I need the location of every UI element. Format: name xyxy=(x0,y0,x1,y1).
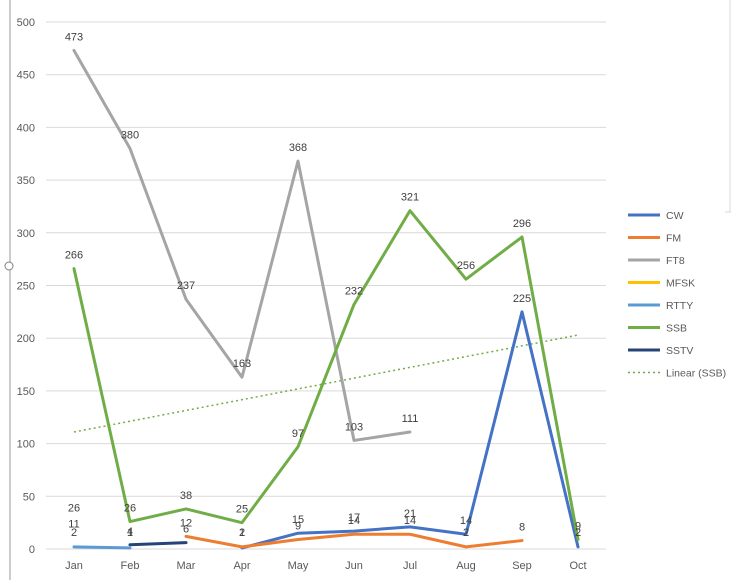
x-tick-label: Oct xyxy=(569,560,586,572)
y-tick-labels: 0 50 100 150 200 250 300 350 400 450 500 xyxy=(17,17,35,556)
data-label-extra: 26 xyxy=(68,503,80,515)
x-tick-label: Jan xyxy=(65,560,83,572)
data-label-cw: 225 xyxy=(513,293,531,305)
series-layer xyxy=(72,48,580,550)
series-line-rtty xyxy=(72,545,132,550)
data-label-cw: 15 xyxy=(292,514,304,526)
data-label-ssb: 232 xyxy=(345,285,363,297)
data-label-ssb: 38 xyxy=(180,490,192,502)
y-tick-label: 350 xyxy=(17,175,35,187)
y-tick-label: 150 xyxy=(17,386,35,398)
legend-label: MFSK xyxy=(666,278,695,290)
x-tick-label: May xyxy=(288,560,309,572)
y-tick-label: 100 xyxy=(17,439,35,451)
axes xyxy=(4,0,731,580)
data-label-ssb: 266 xyxy=(65,250,83,262)
data-label-ft8: 103 xyxy=(345,421,363,433)
data-label-ft8: 163 xyxy=(233,358,251,370)
data-label-cw: 14 xyxy=(460,515,472,527)
data-label-cw: 21 xyxy=(404,508,416,520)
x-tick-label: Feb xyxy=(121,560,140,572)
y-tick-label: 450 xyxy=(17,70,35,82)
data-label-ssb: 321 xyxy=(401,192,419,204)
data-label-ft8: 380 xyxy=(121,129,139,141)
x-tick-label: Jul xyxy=(403,560,417,572)
data-label-fm: 14 xyxy=(404,515,416,527)
x-tick-labels: Jan Feb Mar Apr May Jun Jul Aug Sep Oct xyxy=(65,560,586,572)
data-label-fm: 9 xyxy=(295,521,301,533)
series-line-ft8 xyxy=(72,48,412,442)
data-label-extra: 11 xyxy=(68,518,79,530)
data-label-ssb: 25 xyxy=(236,504,248,516)
x-tick-label: Jun xyxy=(345,560,363,572)
resize-handle-left[interactable] xyxy=(4,261,14,271)
data-label-ssb: 296 xyxy=(513,218,531,230)
data-label-fm: 8 xyxy=(519,522,525,534)
data-label-fm: 2 xyxy=(463,527,469,539)
legend-label: SSB xyxy=(666,323,687,335)
y-tick-label: 500 xyxy=(17,17,35,29)
series-line-fm xyxy=(184,532,524,549)
data-label-rtty: 1 xyxy=(127,527,133,539)
x-tick-label: Apr xyxy=(233,560,250,572)
data-label-cw: 17 xyxy=(348,512,360,524)
legend: CW FM FT8 MFSK RTTY SSB SSTV Linear (SSB) xyxy=(628,210,726,380)
data-label-ft8: 111 xyxy=(402,413,419,425)
legend-label: Linear (SSB) xyxy=(666,368,726,380)
y-tick-label: 0 xyxy=(29,544,35,556)
series-line-ssb xyxy=(72,209,580,542)
legend-label: FT8 xyxy=(666,255,685,267)
data-label-ft8: 368 xyxy=(289,142,307,154)
data-label-sstv: 4 xyxy=(127,526,133,538)
trendline-layer xyxy=(73,334,579,433)
data-label-sstv: 6 xyxy=(183,524,189,536)
data-label-fm: 14 xyxy=(348,515,360,527)
series-line-cw xyxy=(240,310,580,550)
data-label-ssb: 9 xyxy=(575,521,581,533)
x-tick-label: Mar xyxy=(177,560,196,572)
data-label-fm: 2 xyxy=(239,527,245,539)
legend-label: FM xyxy=(666,233,681,245)
y-tick-label: 50 xyxy=(23,491,35,503)
gridlines xyxy=(46,21,606,550)
data-label-ssb: 97 xyxy=(292,428,304,440)
data-label-cw: 2 xyxy=(575,527,581,539)
data-label-ssb: 26 xyxy=(124,503,136,515)
data-label-rtty: 2 xyxy=(71,527,77,539)
legend-label: SSTV xyxy=(666,345,693,357)
x-tick-label: Sep xyxy=(512,560,532,572)
legend-label: RTTY xyxy=(666,300,693,312)
data-label-ft8: 237 xyxy=(177,280,195,292)
legend-label: CW xyxy=(666,210,684,222)
y-tick-label: 200 xyxy=(17,333,35,345)
data-label-ssb: 256 xyxy=(457,260,475,272)
trendline-ssb xyxy=(73,334,579,433)
x-tick-label: Aug xyxy=(456,560,476,572)
y-tick-label: 300 xyxy=(17,228,35,240)
data-label-ft8: 473 xyxy=(65,31,83,43)
series-line-sstv xyxy=(128,541,188,547)
y-tick-label: 400 xyxy=(17,122,35,134)
data-label-fm: 12 xyxy=(180,517,192,529)
data-label-cw: 1 xyxy=(239,527,245,539)
y-tick-label: 250 xyxy=(17,281,35,293)
